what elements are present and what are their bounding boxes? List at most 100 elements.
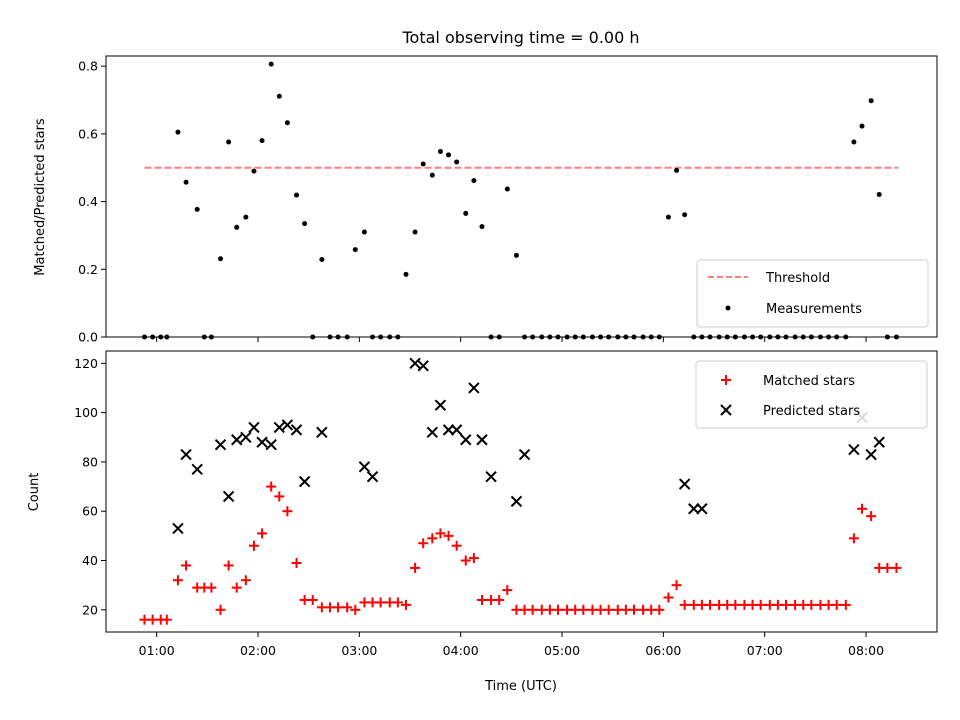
matched-star-point bbox=[375, 597, 386, 608]
legend-cross-marker bbox=[720, 404, 732, 416]
matched-star-point bbox=[443, 530, 454, 541]
matched-star-point bbox=[628, 604, 639, 615]
matched-star-point bbox=[730, 599, 741, 610]
top-y-axis-label: Matched/Predicted stars bbox=[33, 118, 48, 276]
measurement-point bbox=[370, 334, 376, 340]
predicted-star-point bbox=[485, 471, 497, 483]
measurement-point bbox=[463, 210, 469, 216]
bottom-legend-box bbox=[695, 360, 928, 429]
matched-star-point bbox=[679, 599, 690, 610]
measurement-point bbox=[859, 123, 865, 129]
top-y-tick-label: 0.0 bbox=[78, 330, 98, 345]
measurement-point bbox=[208, 334, 214, 340]
measurement-point bbox=[589, 334, 595, 340]
matched-star-point bbox=[476, 594, 487, 605]
x-tick-label: 02:00 bbox=[240, 643, 276, 658]
measurement-point bbox=[164, 334, 170, 340]
top-y-tick-label: 0.6 bbox=[78, 126, 98, 141]
matched-star-point bbox=[671, 580, 682, 591]
measurement-point bbox=[876, 191, 882, 197]
matched-star-point bbox=[231, 582, 242, 593]
measurement-point bbox=[665, 214, 671, 220]
measurement-point bbox=[775, 334, 781, 340]
predicted-star-point bbox=[434, 399, 447, 411]
matched-star-point bbox=[527, 604, 538, 615]
measurement-point bbox=[640, 334, 646, 340]
matched-star-point bbox=[400, 599, 411, 610]
predicted-star-point bbox=[172, 522, 184, 535]
measurement-point bbox=[504, 186, 510, 192]
measurement-point bbox=[674, 167, 680, 173]
measurement-point bbox=[284, 120, 290, 126]
measurement-point bbox=[471, 178, 477, 184]
predicted-star-point bbox=[191, 463, 203, 476]
measurement-point bbox=[387, 334, 393, 340]
measurement-point bbox=[201, 334, 207, 340]
measurement-point bbox=[826, 334, 832, 340]
measurement-point bbox=[352, 247, 358, 253]
legend-matched-label: Matched stars bbox=[763, 374, 855, 389]
legend-measurements-swatch bbox=[725, 305, 731, 311]
measurement-point bbox=[834, 334, 840, 340]
measurement-point bbox=[539, 334, 545, 340]
measurement-point bbox=[268, 61, 274, 67]
predicted-star-point bbox=[468, 382, 480, 394]
measurement-point bbox=[335, 334, 341, 340]
predicted-star-point bbox=[222, 490, 235, 503]
predicted-star-point bbox=[316, 426, 328, 439]
predicted-star-point bbox=[290, 424, 303, 436]
predicted-star-point bbox=[873, 436, 885, 448]
bottom-x-axis: 01:00 02:00 03:00 04:00 05:00 06:00 07:00 08:00 bbox=[139, 632, 884, 658]
matched-star-point bbox=[578, 604, 589, 615]
chart-title: Total observing time = 0.00 h bbox=[401, 28, 639, 47]
measurement-point bbox=[319, 256, 325, 262]
top-x-ticks bbox=[156, 337, 867, 342]
measurement-point bbox=[741, 334, 747, 340]
measurement-point bbox=[724, 334, 730, 340]
matched-star-point bbox=[282, 506, 293, 517]
predicted-star-point bbox=[180, 448, 192, 461]
x-tick-label: 08:00 bbox=[848, 643, 884, 658]
measurement-point bbox=[234, 224, 240, 230]
measurement-point bbox=[175, 129, 181, 135]
measurement-point bbox=[631, 334, 637, 340]
bottom-y-tick-label: 120 bbox=[74, 356, 98, 371]
matched-star-point bbox=[460, 555, 471, 566]
matched-star-point bbox=[866, 511, 877, 522]
measurement-point bbox=[302, 221, 308, 227]
measurement-point bbox=[276, 93, 282, 99]
matched-star-point bbox=[291, 557, 302, 568]
measurement-point bbox=[294, 192, 300, 198]
x-tick-label: 07:00 bbox=[747, 643, 783, 658]
measurement-point bbox=[142, 334, 148, 340]
predicted-star-point bbox=[426, 426, 439, 439]
predicted-star-point bbox=[366, 471, 379, 483]
legend-threshold-label: Threshold bbox=[765, 271, 830, 286]
measurement-point bbox=[732, 334, 738, 340]
measurement-point bbox=[843, 334, 849, 340]
top-y-tick-label: 0.2 bbox=[78, 262, 98, 277]
matched-star-point bbox=[418, 538, 429, 549]
measurement-point bbox=[513, 252, 519, 258]
matched-star-point bbox=[161, 614, 172, 625]
matched-star-point bbox=[435, 528, 446, 539]
predicted-star-point bbox=[358, 461, 371, 473]
predicted-star-point bbox=[240, 431, 252, 443]
matched-star-point bbox=[663, 592, 674, 603]
measurement-point bbox=[310, 334, 316, 340]
measurement-point bbox=[691, 334, 697, 340]
measurement-point bbox=[150, 334, 156, 340]
matched-star-point bbox=[603, 604, 614, 615]
measurement-point bbox=[808, 334, 814, 340]
measurement-point bbox=[479, 224, 485, 230]
top-legend-box bbox=[696, 259, 929, 328]
matched-star-point bbox=[781, 599, 792, 610]
measurement-point bbox=[259, 138, 265, 144]
measurement-point bbox=[792, 334, 798, 340]
measurement-point bbox=[530, 334, 536, 340]
matched-star-point bbox=[172, 575, 183, 586]
predicted-star-point bbox=[409, 357, 421, 370]
measurement-point bbox=[580, 334, 586, 340]
x-tick-label: 06:00 bbox=[645, 643, 681, 658]
measurement-point bbox=[496, 334, 502, 340]
